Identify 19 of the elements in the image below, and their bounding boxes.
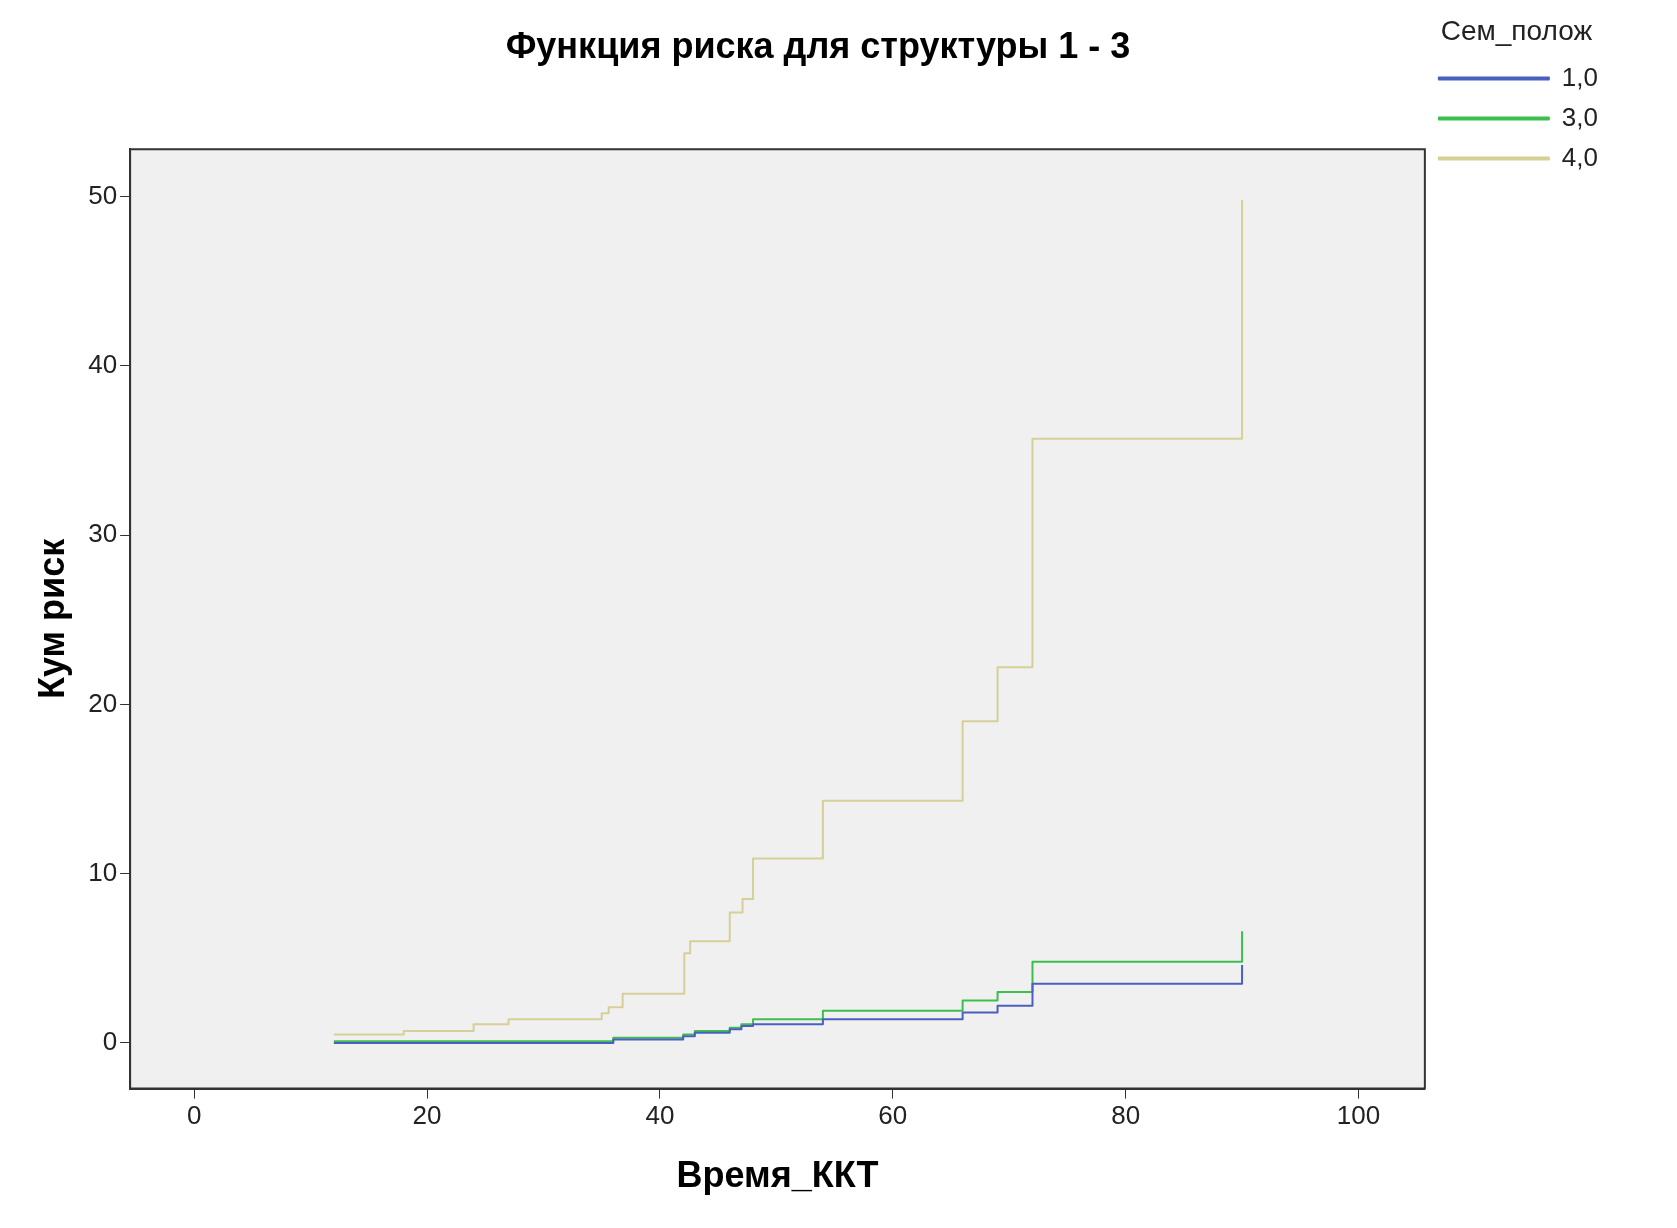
legend-title: Сем_полож (1440, 14, 1593, 46)
x-axis-title: Время_ККТ (676, 1154, 879, 1196)
x-tick-label: 60 (878, 1100, 908, 1131)
legend-label: 1,0 (1561, 61, 1599, 92)
y-tick-label: 20 (88, 687, 118, 718)
legend-label: 4,0 (1561, 141, 1599, 172)
x-tick-label: 80 (1111, 1100, 1141, 1131)
y-tick-label: 50 (88, 179, 118, 210)
legend-label: 3,0 (1561, 101, 1599, 132)
y-axis-title: Кум риск (30, 537, 72, 700)
x-tick-label: 20 (412, 1100, 442, 1131)
x-tick-label: 100 (1336, 1100, 1381, 1131)
y-tick-label: 0 (102, 1026, 118, 1057)
chart-title: Функция риска для структуры 1 - 3 (505, 24, 1131, 66)
y-tick-label: 30 (88, 518, 118, 549)
y-tick-label: 40 (88, 349, 118, 380)
x-tick-label: 0 (186, 1100, 202, 1131)
y-tick-label: 10 (88, 856, 118, 887)
x-tick-label: 40 (645, 1100, 675, 1131)
